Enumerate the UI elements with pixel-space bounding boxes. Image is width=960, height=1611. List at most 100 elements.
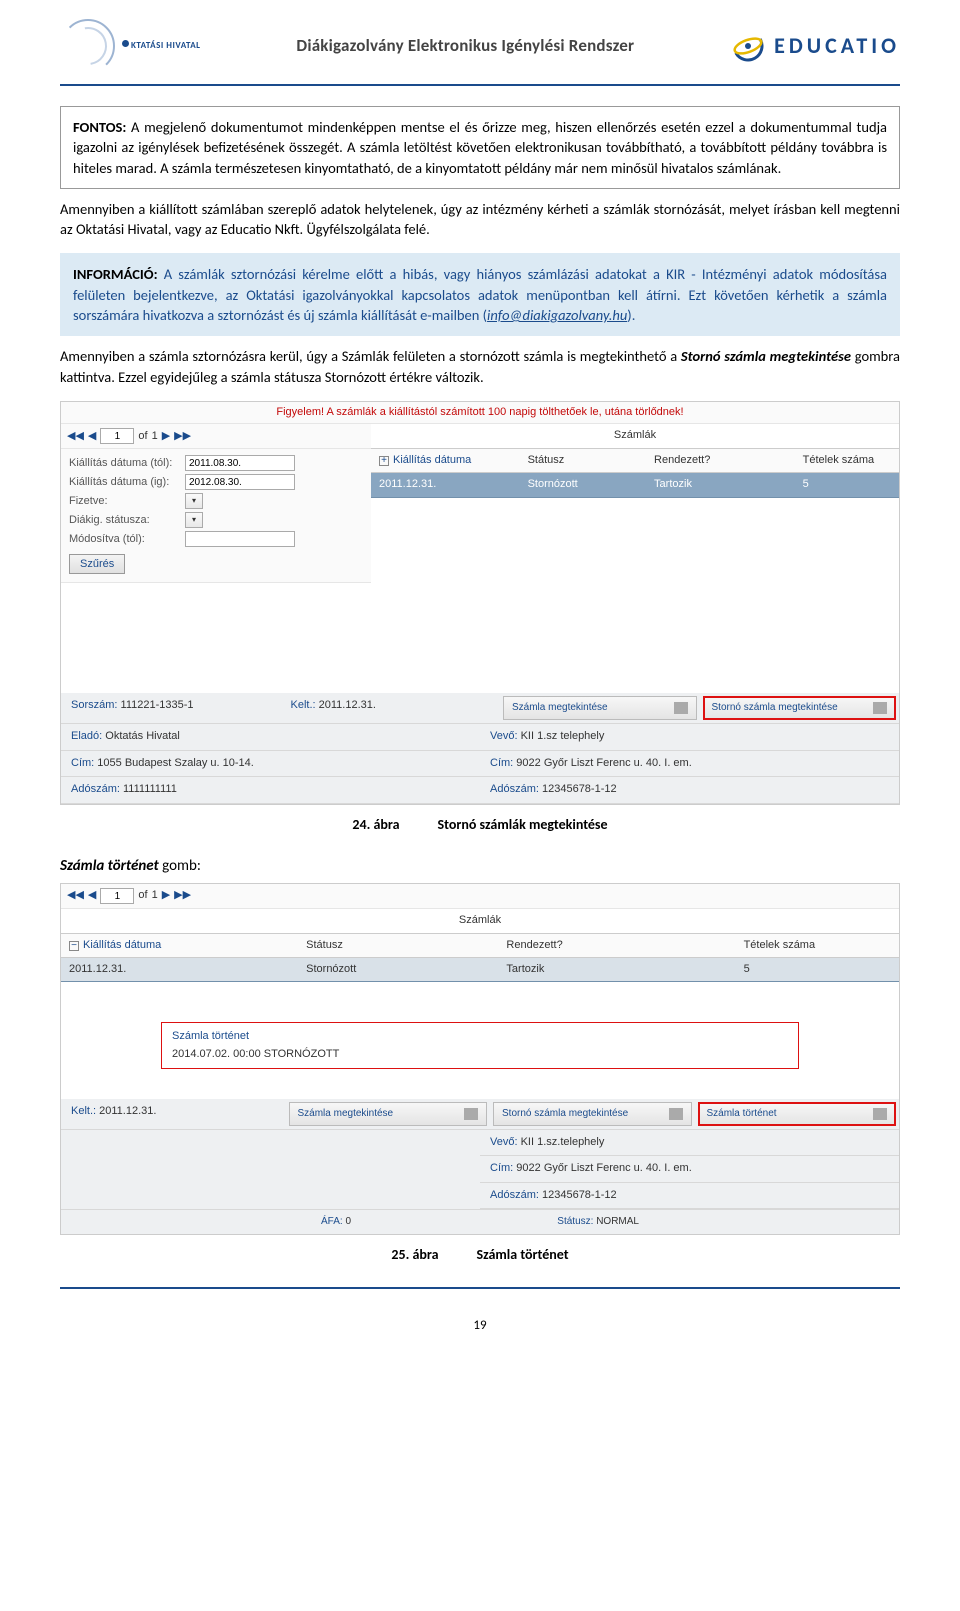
- table-row[interactable]: 2011.12.31. Stornózott Tartozik 5: [371, 473, 899, 497]
- pager2-next-icon[interactable]: ▶: [162, 888, 170, 903]
- oh-arc-logo: [60, 18, 116, 74]
- pdf-icon: [669, 1108, 683, 1120]
- kelt2-value: 2011.12.31.: [99, 1105, 156, 1117]
- pdf-icon: [464, 1108, 478, 1120]
- cim-r-label: Cím:: [490, 757, 513, 769]
- vevo2-label: Vevő:: [490, 1136, 518, 1148]
- detail-panel: Sorszám: 111221-1335-1 Kelt.: 2011.12.31…: [61, 693, 899, 803]
- info-lead: INFORMÁCIÓ:: [73, 265, 158, 283]
- ado-r-value: 12345678-1-12: [542, 783, 617, 795]
- pager2-prev-icon[interactable]: ◀: [88, 888, 96, 903]
- pdf-icon: [873, 702, 887, 714]
- fontos-box: FONTOS: A megjelenő dokumentumot mindenk…: [60, 106, 900, 189]
- filter-fizetve-dropdown[interactable]: ▾: [185, 493, 203, 509]
- th-count: Tételek száma: [795, 449, 899, 472]
- caption-25-text: Számla történet: [477, 1246, 569, 1263]
- info-email-link[interactable]: info@diakigazolvany.hu: [487, 306, 627, 324]
- afa-row: ÁFA: 0 Státusz: NORMAL: [61, 1209, 899, 1234]
- filter-button[interactable]: Szűrés: [69, 554, 125, 574]
- sorszam-label: Sorszám:: [71, 699, 117, 711]
- expand-all-icon[interactable]: +: [379, 456, 389, 466]
- pager-of-label: of: [138, 429, 147, 444]
- table-row-2[interactable]: 2011.12.31. Stornózott Tartozik 5: [61, 958, 899, 982]
- cell2-rendezett: Tartozik: [498, 958, 735, 981]
- ado-l-value: 1111111111: [123, 783, 177, 795]
- pager-page-input[interactable]: [100, 428, 134, 444]
- ado-l-label: Adószám:: [71, 783, 120, 795]
- cim-l-label: Cím:: [71, 757, 94, 769]
- filter-from-label: Kiállítás dátuma (tól):: [69, 456, 179, 471]
- th2-rendezett: Rendezett?: [498, 934, 735, 957]
- th2-date: Kiállítás dátuma: [83, 939, 161, 951]
- detail-panel-2: Kelt.: 2011.12.31. Számla megtekintése S…: [61, 1099, 899, 1234]
- pager2-last-icon[interactable]: ▶▶: [174, 888, 191, 903]
- screenshot-szamla-tortenet: ◀◀ ◀ of 1 ▶ ▶▶ Számlák −Kiállítás dátuma…: [60, 883, 900, 1235]
- screenshot-szamlak-storno: Figyelem! A számlák a kiállítástól számí…: [60, 401, 900, 805]
- elado-value: Oktatás Hivatal: [105, 730, 180, 742]
- cell2-status: Stornózott: [298, 958, 498, 981]
- info-body-3: ).: [627, 306, 635, 324]
- para-storno-1: Amennyiben a számla sztornózásra kerül, …: [60, 347, 681, 365]
- history-line: 2014.07.02. 00:00 STORNÓZOTT: [172, 1045, 788, 1062]
- pager2-first-icon[interactable]: ◀◀: [67, 888, 84, 903]
- pager: ◀◀ ◀ of 1 ▶ ▶▶: [61, 424, 371, 449]
- th-rendezett: Rendezett?: [646, 449, 795, 472]
- filter-status-dropdown[interactable]: ▾: [185, 512, 203, 528]
- caption-25: 25. ábra Számla történet: [60, 1245, 900, 1265]
- expand-all-icon-2[interactable]: −: [69, 941, 79, 951]
- ado-r-label: Adószám:: [490, 783, 539, 795]
- vevo-label: Vevő:: [490, 730, 518, 742]
- cell-rendezett: Tartozik: [646, 473, 795, 496]
- view-storno-button[interactable]: Stornó számla megtekintése: [703, 696, 897, 720]
- filter-from-input[interactable]: [185, 455, 295, 471]
- header-title: Diákigazolvány Elektronikus Igénylési Re…: [296, 34, 634, 58]
- history-button[interactable]: Számla történet: [698, 1102, 897, 1126]
- th2-count: Tételek száma: [736, 934, 899, 957]
- view-invoice-button[interactable]: Számla megtekintése: [503, 696, 697, 720]
- caption-25-num: 25. ábra: [391, 1245, 438, 1265]
- filter-mod-label: Módosítva (tól):: [69, 532, 179, 547]
- ado2-label: Adószám:: [490, 1189, 539, 1201]
- cell2-date: 2011.12.31.: [61, 958, 298, 981]
- pager2-of-label: of: [138, 888, 147, 903]
- view-storno-button-2[interactable]: Stornó számla megtekintése: [493, 1102, 692, 1126]
- caption-24: 24. ábraStornó számlák megtekintése: [60, 815, 900, 835]
- pager2-page-input[interactable]: [100, 888, 134, 904]
- section-rest: gomb:: [159, 857, 201, 875]
- filter-mod-input[interactable]: [185, 531, 295, 547]
- afa-label: ÁFA:: [321, 1216, 343, 1227]
- sorszam-value: 111221-1335-1: [121, 699, 194, 711]
- pager-last-icon[interactable]: ▶▶: [174, 429, 191, 444]
- fontos-lead: FONTOS:: [73, 118, 126, 136]
- kelt-value: 2011.12.31.: [319, 699, 376, 711]
- filter-to-label: Kiállítás dátuma (ig):: [69, 475, 179, 490]
- section-szamla-tortenet: Számla történet gomb:: [60, 856, 900, 877]
- fontos-body: A megjelenő dokumentumot mindenképpen me…: [73, 118, 887, 177]
- stat-label: Státusz:: [557, 1216, 593, 1227]
- filter-fizetve-label: Fizetve:: [69, 494, 179, 509]
- table-title: Számlák: [371, 424, 899, 448]
- pager2-of-value: 1: [152, 888, 158, 903]
- cim2-value: 9022 Győr Liszt Ferenc u. 40. I. em.: [516, 1162, 691, 1174]
- table-title-2: Számlák: [61, 909, 899, 933]
- th2-status: Státusz: [298, 934, 498, 957]
- th-status: Státusz: [520, 449, 646, 472]
- filter-to-input[interactable]: [185, 474, 295, 490]
- oh-wordmark: KTATÁSI HIVATAL: [122, 40, 201, 53]
- kelt2-label: Kelt.:: [71, 1105, 96, 1117]
- ado2-value: 12345678-1-12: [542, 1189, 617, 1201]
- history-title: Számla történet: [172, 1029, 788, 1044]
- stat-value: NORMAL: [596, 1216, 639, 1227]
- footer-rule: [60, 1287, 900, 1289]
- table-header: +Kiállítás dátuma Státusz Rendezett? Tét…: [371, 449, 899, 473]
- view-invoice-button-2[interactable]: Számla megtekintése: [289, 1102, 488, 1126]
- para-storno: Amennyiben a számla sztornózásra kerül, …: [60, 346, 900, 387]
- para-storno-bold: Stornó számla megtekintése: [681, 347, 851, 365]
- pager-prev-icon[interactable]: ◀: [88, 429, 96, 444]
- section-bold: Számla történet: [60, 857, 159, 875]
- pager-first-icon[interactable]: ◀◀: [67, 429, 84, 444]
- pager-next-icon[interactable]: ▶: [162, 429, 170, 444]
- list-icon: [873, 1108, 887, 1120]
- afa-value: 0: [345, 1216, 351, 1227]
- history-box: Számla történet 2014.07.02. 00:00 STORNÓ…: [161, 1022, 799, 1069]
